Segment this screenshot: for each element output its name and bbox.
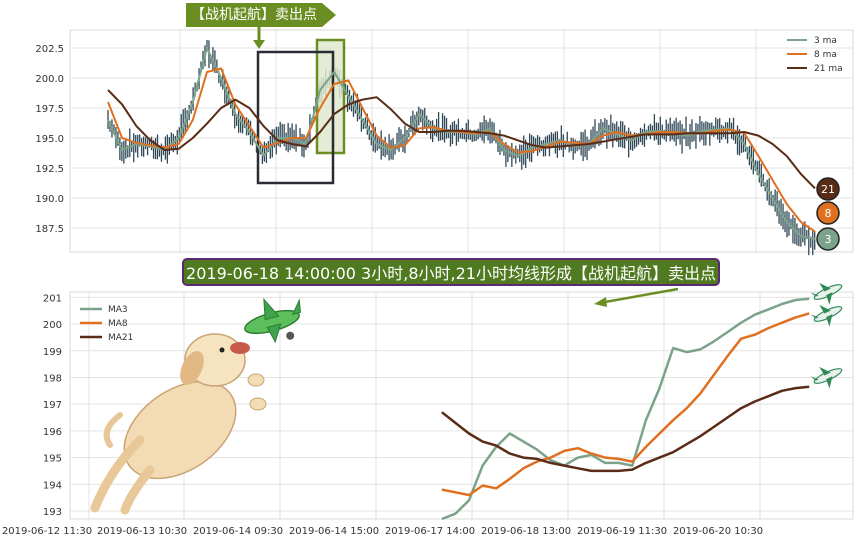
bottom-y-tick-label: 200 <box>43 320 62 331</box>
signal-label-arrow: 【战机起航】卖出点 <box>186 3 340 27</box>
signal-label-text: 【战机起航】卖出点 <box>186 3 322 27</box>
plane-wing-top <box>819 282 831 292</box>
bottom-ma-chart: 2019-06-12 11:30 2019-06-13 10:30 2019-06-… <box>2 291 854 537</box>
bottom-y-tick-label: 197 <box>43 400 62 411</box>
bottom-legend-label: MA8 <box>108 319 128 329</box>
toy-plane-wing <box>266 323 282 344</box>
end-badge-label: 21 <box>821 183 835 196</box>
dog-paw <box>249 397 267 411</box>
bottom-y-tick-label: 199 <box>43 347 62 358</box>
top-price-chart: 202.5 200.0 197.5 195.0 192.5 190.0 187.5 3 ma 8… <box>35 27 854 256</box>
top-y-tick-label: 202.5 <box>35 44 64 55</box>
plane-wing-top <box>819 304 831 314</box>
dog-leg <box>120 465 155 515</box>
bottom-x-tick-label: 2019-06-13 10:30 <box>97 526 187 537</box>
end-badge-label: 3 <box>825 233 832 246</box>
plane-tail <box>810 376 819 381</box>
top-legend-label: 3 ma <box>814 36 837 46</box>
bottom-x-tick-label: 2019-06-12 11:30 <box>2 526 92 537</box>
pointer-arrow-stem <box>604 287 679 304</box>
plane-icon <box>810 304 843 327</box>
top-series-line-21ma <box>107 89 816 190</box>
plane-wing-bottom <box>826 314 833 327</box>
top-y-tick-label: 190.0 <box>35 194 64 205</box>
end-badge-circle <box>816 177 840 201</box>
plane-tail <box>810 292 819 297</box>
plane-icon <box>810 366 843 389</box>
signal-arrow-head <box>253 40 265 49</box>
bottom-y-tick-label: 196 <box>43 427 62 438</box>
bottom-series-line-MA21 <box>441 385 810 473</box>
top-y-tick-label: 187.5 <box>35 224 64 235</box>
top-legend-label: 21 ma <box>814 64 843 74</box>
end-badge-label: 8 <box>825 207 832 220</box>
pointer-arrow-head <box>594 297 607 307</box>
toy-plane-wheel <box>286 331 295 340</box>
dog-mouth <box>230 342 250 354</box>
toy-plane-icon <box>244 297 301 344</box>
end-badge-circle <box>816 201 840 225</box>
top-y-tick-label: 200.0 <box>35 74 64 85</box>
bottom-legend-label: MA21 <box>108 333 133 343</box>
bottom-legend-label: MA3 <box>108 305 128 315</box>
bottom-y-tick-label: 201 <box>43 293 62 304</box>
bottom-x-tick-label: 2019-06-14 09:30 <box>193 526 283 537</box>
bottom-x-tick-label: 2019-06-14 15:00 <box>289 526 379 537</box>
bottom-x-tick-label: 2019-06-19 11:30 <box>577 526 667 537</box>
dog-eye <box>219 347 225 353</box>
dog-illustration <box>90 333 267 515</box>
signal-highlight-box <box>315 38 346 155</box>
dog-body <box>123 380 237 480</box>
dog-leg <box>90 435 145 513</box>
bottom-y-tick-label: 198 <box>43 373 62 384</box>
top-legend-label: 8 ma <box>814 50 837 60</box>
bottom-y-tick-label: 194 <box>43 480 62 491</box>
bottom-series-line-MA3 <box>441 297 810 521</box>
decorations <box>90 282 843 515</box>
dog-paw <box>247 373 265 387</box>
plane-wing-bottom <box>826 376 833 389</box>
bottom-series-line-MA8 <box>441 312 810 497</box>
bottom-y-tick-label: 195 <box>43 454 62 465</box>
signal-arrow-tip <box>322 3 336 27</box>
plane-icon <box>810 282 843 305</box>
end-badge-circle <box>816 227 840 251</box>
plane-wing-bottom <box>826 292 833 305</box>
dog-ear <box>180 351 204 385</box>
top-y-tick-label: 192.5 <box>35 164 64 175</box>
toy-plane-wing <box>263 297 280 321</box>
bottom-x-tick-label: 2019-06-17 14:00 <box>385 526 475 537</box>
top-y-tick-label: 197.5 <box>35 104 64 115</box>
bottom-x-tick-label: 2019-06-18 13:00 <box>481 526 571 537</box>
plane-wing-top <box>819 366 831 376</box>
sell-signal-banner: 2019-06-18 14:00:00 3小时,8小时,21小时均线形成【战机起… <box>182 258 720 286</box>
plane-tail <box>810 314 819 319</box>
bottom-y-tick-label: 193 <box>43 507 62 518</box>
toy-plane-tail <box>291 298 301 316</box>
top-y-tick-label: 195.0 <box>35 134 64 145</box>
bottom-x-tick-label: 2019-06-20 10:30 <box>673 526 763 537</box>
dog-tail <box>103 412 123 448</box>
